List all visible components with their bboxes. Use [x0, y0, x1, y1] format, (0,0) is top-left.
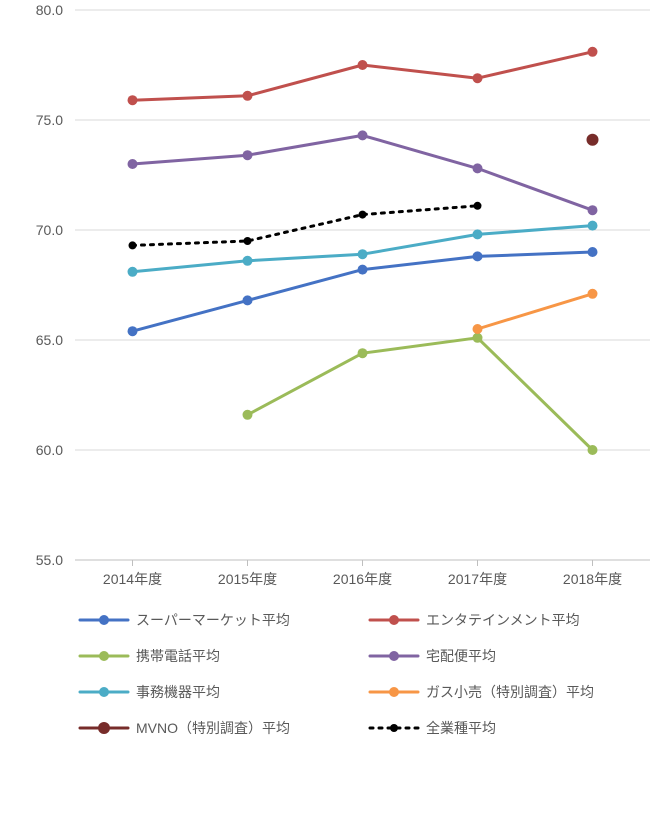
series-marker: [588, 221, 598, 231]
series-marker: [588, 289, 598, 299]
series-marker: [473, 229, 483, 239]
series-marker: [358, 265, 368, 275]
series-marker: [128, 159, 138, 169]
series-marker: [473, 73, 483, 83]
legend-label: MVNO（特別調査）平均: [136, 720, 290, 736]
legend-swatch-marker: [389, 651, 399, 661]
series-marker: [474, 202, 482, 210]
series-marker: [243, 256, 253, 266]
y-tick-label: 70.0: [36, 222, 63, 238]
series-marker: [243, 150, 253, 160]
chart-svg: 55.0 60.0 65.0 70.0 75.0 80.0 2014年度 2015年度 2016…: [0, 0, 662, 840]
series-marker: [243, 410, 253, 420]
legend-label: 事務機器平均: [136, 684, 220, 700]
series-marker: [473, 333, 483, 343]
series-marker: [243, 91, 253, 101]
series-marker: [128, 95, 138, 105]
y-tick-label: 60.0: [36, 442, 63, 458]
x-tick-label: 2014年度: [103, 571, 162, 587]
legend-label: ガス小売（特別調査）平均: [426, 684, 594, 700]
series-marker: [243, 295, 253, 305]
series-marker: [473, 324, 483, 334]
series-marker: [473, 163, 483, 173]
series-marker: [358, 130, 368, 140]
legend-label: エンタテインメント平均: [426, 612, 580, 628]
series-marker: [358, 249, 368, 259]
legend-label: 宅配便平均: [426, 648, 496, 664]
series-marker: [244, 237, 252, 245]
series-marker: [588, 47, 598, 57]
y-tick-label: 55.0: [36, 552, 63, 568]
legend-swatch-marker: [389, 687, 399, 697]
legend-label: スーパーマーケット平均: [136, 612, 290, 628]
legend-swatch-marker: [389, 615, 399, 625]
series-marker: [129, 241, 137, 249]
series-marker: [588, 205, 598, 215]
series-marker: [128, 326, 138, 336]
y-tick-label: 65.0: [36, 332, 63, 348]
series-marker: [359, 211, 367, 219]
series-marker: [588, 247, 598, 257]
legend-swatch-marker: [99, 651, 109, 661]
legend-swatch-marker: [98, 722, 110, 734]
legend-label: 携帯電話平均: [136, 648, 220, 664]
series-marker: [587, 134, 599, 146]
series-marker: [588, 445, 598, 455]
legend-label: 全業種平均: [426, 720, 496, 736]
series-marker: [358, 348, 368, 358]
x-tick-label: 2015年度: [218, 571, 277, 587]
x-tick-label: 2016年度: [333, 571, 392, 587]
legend-swatch-marker: [99, 687, 109, 697]
legend-swatch-marker: [99, 615, 109, 625]
series-marker: [473, 251, 483, 261]
x-tick-label: 2018年度: [563, 571, 622, 587]
x-tick-label: 2017年度: [448, 571, 507, 587]
y-tick-label: 80.0: [36, 2, 63, 18]
line-chart: 55.0 60.0 65.0 70.0 75.0 80.0 2014年度 2015年度 2016…: [0, 0, 662, 840]
series-marker: [128, 267, 138, 277]
series-marker: [358, 60, 368, 70]
y-tick-label: 75.0: [36, 112, 63, 128]
legend-swatch-marker: [390, 724, 398, 732]
